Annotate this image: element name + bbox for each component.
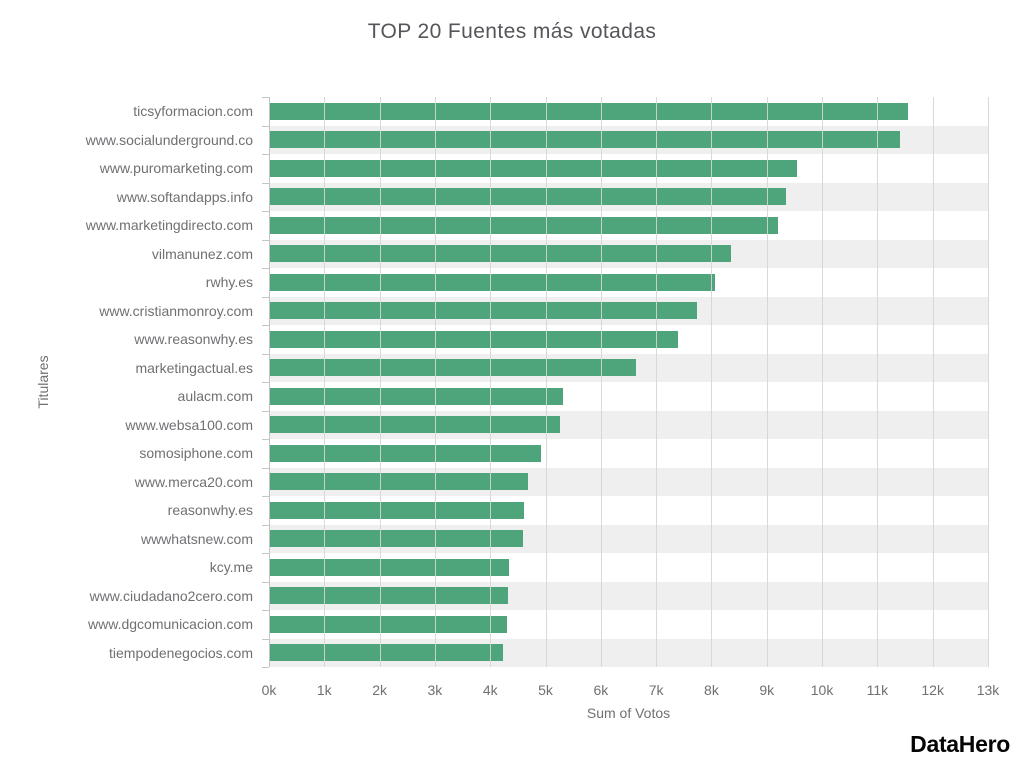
gridline-4k: [490, 97, 492, 667]
plot-area: [262, 97, 989, 668]
gridline-3k: [434, 97, 436, 667]
category-label: rwhy.es: [205, 274, 253, 290]
bar-ticsyformacion.com: [269, 102, 908, 120]
y-axis-tick-mark: [262, 667, 269, 668]
y-axis-tick-mark: [262, 182, 269, 184]
gridline-11k: [877, 97, 879, 667]
y-axis-tick-mark: [262, 524, 269, 526]
category-label: www.cristianmonroy.com: [99, 302, 253, 319]
gridline-0k: [269, 97, 270, 667]
datahero-logo: DataHero: [910, 731, 1010, 757]
y-axis-tick-mark: [262, 97, 269, 98]
x-tick-label: 5k: [538, 682, 553, 698]
x-tick-label: 3k: [427, 682, 443, 698]
y-axis-tick-mark: [262, 239, 269, 241]
bar-www.socialunderground.co: [269, 131, 900, 149]
y-axis-tick-mark: [262, 353, 269, 355]
bar-kcy.me: [269, 558, 510, 576]
bar-www.cristianmonroy.com: [269, 302, 698, 320]
gridline-2k: [379, 97, 381, 667]
category-label: wwwhatsnew.com: [140, 530, 253, 547]
category-label: vilmanunez.com: [151, 245, 253, 262]
category-label: kcy.me: [209, 559, 253, 575]
bar-www.merca20.com: [269, 473, 528, 491]
y-axis-tick-mark: [262, 467, 269, 469]
bar-somosiphone.com: [269, 444, 542, 462]
x-tick-label: 1k: [316, 682, 332, 698]
x-tick-label: 4k: [482, 682, 498, 698]
y-axis-tick-mark: [262, 496, 269, 497]
x-tick-label: 11k: [866, 682, 889, 698]
gridline-9k: [766, 97, 768, 667]
x-axis-title: Sum of Votos: [586, 705, 671, 721]
x-tick-label: 12k: [921, 682, 944, 698]
x-tick-label: 10k: [810, 682, 834, 698]
bar-www.puromarketing.com: [269, 159, 798, 177]
chart-title: TOP 20 Fuentes más votadas: [367, 20, 657, 43]
category-label: www.marketingdirecto.com: [85, 217, 253, 233]
x-tick-label: 2k: [372, 682, 388, 698]
category-label: tiempodenegocios.com: [109, 644, 253, 661]
x-tick-label: 6k: [593, 682, 609, 698]
y-axis-tick-mark: [262, 296, 269, 298]
bar-tiempodenegocios.com: [269, 644, 503, 662]
x-tick-label: 13k: [976, 682, 1000, 698]
y-axis-tick-mark: [262, 211, 269, 212]
x-tick-label: 8k: [704, 682, 719, 698]
gridline-6k: [600, 97, 602, 667]
y-axis-tick-mark: [262, 154, 269, 155]
y-axis-tick-mark: [262, 439, 269, 440]
x-tick-label: 0k: [261, 682, 277, 698]
bar-www.ciudadano2cero.com: [269, 587, 508, 605]
y-axis-tick-mark: [262, 581, 269, 583]
category-label: aulacm.com: [177, 388, 253, 404]
y-axis-tick-mark: [262, 325, 269, 326]
bar-aulacm.com: [269, 387, 564, 405]
y-axis-tick-mark: [262, 553, 269, 554]
gridline-12k: [932, 97, 934, 667]
y-axis-tick-mark: [262, 410, 269, 412]
bar-www.dgcomunicacion.com: [269, 615, 507, 633]
x-tick-label: 7k: [648, 682, 664, 698]
category-label: www.dgcomunicacion.com: [88, 616, 253, 632]
gridline-13k: [988, 97, 989, 667]
category-label: www.reasonwhy.es: [134, 331, 253, 347]
x-tick-label: 9k: [759, 682, 775, 698]
category-label: www.softandapps.info: [116, 188, 253, 205]
gridline-7k: [656, 97, 658, 667]
bar-marketingactual.es: [269, 359, 637, 377]
bar-reasonwhy.es: [269, 501, 524, 519]
bar-www.reasonwhy.es: [269, 330, 679, 348]
bar-vilmanunez.com: [269, 245, 731, 263]
bar-www.softandapps.info: [269, 188, 787, 206]
category-label: somosiphone.com: [139, 445, 253, 461]
category-label: reasonwhy.es: [167, 502, 253, 518]
y-axis-category-labels: ticsyformacion.com www.socialunderground.…: [0, 97, 253, 667]
gridline-5k: [545, 97, 547, 667]
gridline-8k: [711, 97, 713, 667]
category-label: marketingactual.es: [135, 359, 253, 376]
y-axis-tick-mark: [262, 610, 269, 611]
y-axis-tick-mark: [262, 268, 269, 269]
y-axis-tick-mark: [262, 125, 269, 127]
category-label: www.ciudadano2cero.com: [89, 587, 253, 604]
category-label: www.socialunderground.co: [85, 131, 253, 148]
bar-wwwhatsnew.com: [269, 530, 523, 548]
gridline-1k: [324, 97, 326, 667]
bar-www.marketingdirecto.com: [269, 216, 778, 234]
y-axis-tick-mark: [262, 382, 269, 383]
category-label: www.merca20.com: [134, 473, 253, 490]
y-axis-tick-mark: [262, 638, 269, 640]
y-axis-title: Titulares: [35, 355, 51, 409]
gridline-10k: [822, 97, 824, 667]
category-label: www.puromarketing.com: [99, 160, 253, 176]
category-label: ticsyformacion.com: [133, 103, 253, 119]
bar-rwhy.es: [269, 273, 716, 291]
category-label: www.websa100.com: [125, 416, 253, 433]
bar-www.websa100.com: [269, 416, 560, 434]
